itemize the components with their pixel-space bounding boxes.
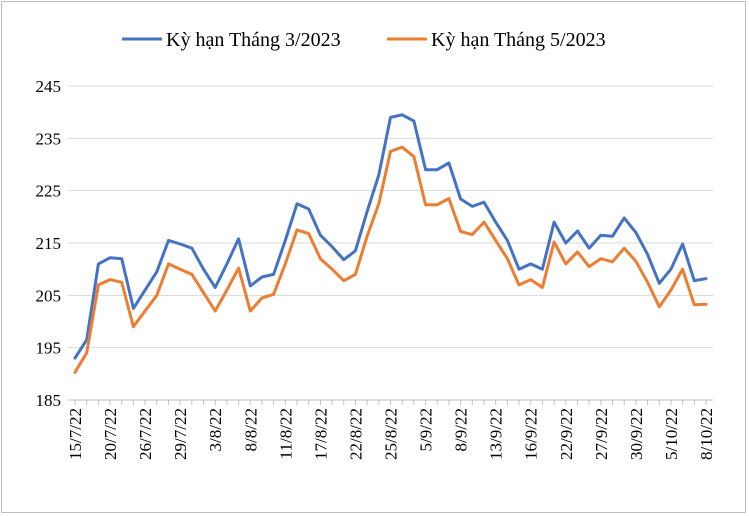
x-tick-label: 22/9/22 bbox=[557, 408, 576, 460]
x-tick-label: 3/8/22 bbox=[206, 408, 225, 451]
y-tick-185: 185 bbox=[36, 391, 62, 410]
x-tick-label: 26/7/22 bbox=[136, 408, 155, 460]
x-tick-label: 22/8/22 bbox=[346, 408, 365, 460]
x-tick-label: 15/7/22 bbox=[66, 408, 85, 460]
y-tick-225: 225 bbox=[36, 182, 62, 201]
x-tick-label: 27/9/22 bbox=[592, 408, 611, 460]
y-tick-labels: 185 195 205 215 225 235 245 bbox=[36, 77, 62, 410]
x-tick-label: 20/7/22 bbox=[101, 408, 120, 460]
y-tick-215: 215 bbox=[36, 234, 62, 253]
x-tick-label: 30/9/22 bbox=[627, 408, 646, 460]
x-tick-label: 17/8/22 bbox=[311, 408, 330, 460]
legend-label-1: Kỳ hạn Tháng 3/2023 bbox=[166, 29, 341, 51]
series-lines bbox=[73, 113, 708, 374]
gridlines bbox=[68, 85, 713, 349]
x-tick-label: 11/8/22 bbox=[276, 408, 295, 459]
axes bbox=[68, 399, 713, 405]
legend-label-2: Kỳ hạn Tháng 5/2023 bbox=[431, 29, 606, 51]
x-tick-label: 8/9/22 bbox=[452, 408, 471, 451]
x-tick-label: 13/9/22 bbox=[487, 408, 506, 460]
x-tick-labels: 15/7/22 20/7/22 26/7/22 29/7/22 3/8/22 8/8/22… bbox=[66, 408, 716, 460]
x-tick-label: 16/9/22 bbox=[522, 408, 541, 460]
x-tick-label: 5/9/22 bbox=[417, 408, 436, 451]
x-tick-label: 8/10/22 bbox=[697, 408, 716, 460]
x-tick-label: 8/8/22 bbox=[241, 408, 260, 451]
y-tick-205: 205 bbox=[36, 286, 62, 305]
y-tick-195: 195 bbox=[36, 339, 62, 358]
y-tick-235: 235 bbox=[36, 129, 62, 148]
x-tick-label: 25/8/22 bbox=[382, 408, 401, 460]
x-tick-label: 5/10/22 bbox=[662, 408, 681, 460]
y-tick-245: 245 bbox=[36, 77, 62, 96]
legend: Kỳ hạn Tháng 3/2023 Kỳ hạn Tháng 5/2023 bbox=[122, 29, 606, 51]
x-tick-label: 29/7/22 bbox=[171, 408, 190, 460]
series-line-1 bbox=[73, 113, 708, 360]
series-line-2 bbox=[73, 145, 708, 374]
